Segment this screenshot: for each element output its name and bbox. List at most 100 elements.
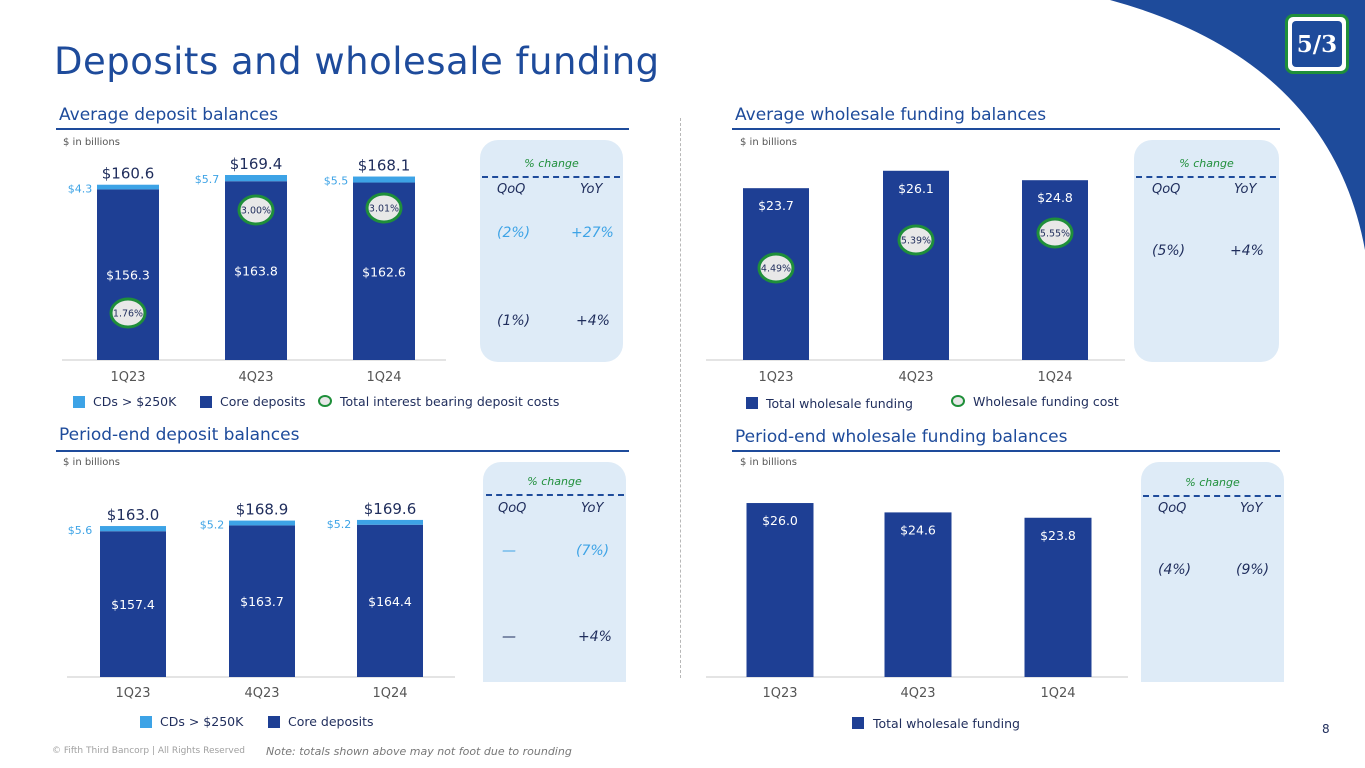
- pe-wholesale-qoq-header: QoQ: [1158, 501, 1187, 516]
- pe-deposit-core-yoy: +4%: [578, 629, 612, 645]
- pe-deposit-qoq-header: QoQ: [498, 501, 527, 516]
- pe-wholesale-yoy-header: YoY: [1240, 501, 1263, 516]
- avg_wholesale-value-label-4Q23: $26.1: [898, 181, 934, 196]
- avg_deposit-cd-label-4Q23: $5.7: [195, 173, 220, 186]
- avg-wholesale-qoq: (5%): [1152, 243, 1186, 259]
- pe-deposit-core-qoq: —: [502, 629, 516, 645]
- avg_deposit-cd-label-1Q23: $4.3: [68, 183, 93, 196]
- pe_deposit-cd-label-1Q24: $5.2: [327, 518, 352, 531]
- pe_deposit-value-label-1Q23: $157.4: [111, 597, 155, 612]
- avg_deposit-cd-label-1Q24: $5.5: [324, 175, 349, 188]
- pe_deposit-value-label-1Q24: $164.4: [368, 594, 412, 609]
- fifth-third-logo: 5/3: [1285, 14, 1349, 74]
- avg_deposit-bar-cd-1Q23: [97, 184, 159, 190]
- pe-deposit-change-panel: [483, 462, 626, 682]
- legend-wholesale-swatch: [746, 397, 758, 409]
- avg_deposit-rate-label-1Q24: 3.01%: [369, 204, 399, 215]
- copyright-text: © Fifth Third Bancorp | All Rights Reser…: [52, 746, 245, 756]
- avg_deposit-value-label-4Q23: $163.8: [234, 264, 278, 279]
- avg-wholesale-yoy-header: YoY: [1234, 182, 1257, 197]
- rounding-note: Note: totals shown above may not foot du…: [266, 745, 572, 758]
- legend-wholesale-rate-swatch: [951, 395, 965, 407]
- avg_deposit-bar-cd-4Q23: [225, 175, 287, 182]
- avg_deposit-total-label-1Q23: $160.6: [102, 165, 155, 183]
- pe_deposit-value-label-4Q23: $163.7: [240, 594, 284, 609]
- pe-deposit-yoy-header: YoY: [581, 501, 604, 516]
- legend-pe-wholesale-swatch: [852, 717, 864, 729]
- pe_wholesale-category-4Q23: 4Q23: [900, 686, 935, 701]
- avg-deposit-title: Average deposit balances: [59, 105, 279, 125]
- avg_wholesale-rate-label-1Q23: 4.49%: [761, 264, 791, 275]
- pe_wholesale-value-label-1Q23: $26.0: [762, 513, 798, 528]
- avg_wholesale-rate-label-1Q24: 5.55%: [1040, 229, 1070, 240]
- avg-wholesale-yoy: +4%: [1230, 243, 1264, 259]
- avg_deposit-rate-marker-1Q23: [109, 297, 147, 329]
- avg_deposit-rate-marker-4Q23: [237, 194, 275, 226]
- avg-deposit-core-qoq: (1%): [497, 313, 531, 329]
- pe_deposit-category-1Q24: 1Q24: [372, 686, 407, 701]
- avg-wholesale-title: Average wholesale funding balances: [735, 105, 1047, 125]
- pe_deposit-cd-label-4Q23: $5.2: [200, 519, 225, 532]
- pe_deposit-bar-cd-4Q23: [229, 520, 295, 526]
- legend-cd-label: CDs > $250K: [93, 394, 177, 409]
- pe-deposit-dash: [486, 494, 624, 496]
- pe-wholesale-change-panel: [1141, 462, 1284, 682]
- legend-pe-core-swatch: [268, 716, 280, 728]
- avg_wholesale-value-label-1Q24: $24.8: [1037, 190, 1073, 205]
- legend-cd-swatch: [73, 396, 85, 408]
- pe_wholesale-category-1Q23: 1Q23: [762, 686, 797, 701]
- pe-wholesale-dash: [1143, 495, 1281, 497]
- pe_deposit-total-label-1Q24: $169.6: [364, 500, 417, 518]
- pe_wholesale-bar-core-1Q23: [746, 503, 814, 677]
- legend-wholesale-rate-label: Wholesale funding cost: [973, 394, 1119, 409]
- legend-pe-core-label: Core deposits: [288, 714, 374, 729]
- avg-deposit-dash: [482, 176, 620, 178]
- pe_deposit-cd-label-1Q23: $5.6: [68, 524, 93, 537]
- avg_deposit-value-label-1Q24: $162.6: [362, 264, 406, 279]
- pe_deposit-bar-core-1Q23: [100, 531, 166, 677]
- pe-wholesale-title: Period-end wholesale funding balances: [735, 427, 1068, 447]
- avg-deposit-qoq-header: QoQ: [497, 182, 526, 197]
- avg_wholesale-rate-label-4Q23: 5.39%: [901, 236, 931, 247]
- page-number: 8: [1322, 722, 1330, 736]
- pe-deposit-unit: $ in billions: [63, 457, 120, 468]
- avg_wholesale-category-1Q24: 1Q24: [1037, 370, 1072, 385]
- avg-deposit-cd-yoy: +27%: [571, 225, 614, 241]
- avg-wholesale-change-label: % change: [1179, 157, 1234, 170]
- legend-core-swatch: [200, 396, 212, 408]
- avg_wholesale-category-4Q23: 4Q23: [898, 370, 933, 385]
- legend-core-label: Core deposits: [220, 394, 306, 409]
- pe_wholesale-bar-core-4Q23: [884, 512, 952, 677]
- pe_deposit-bar-core-4Q23: [229, 525, 295, 677]
- avg-deposit-core-yoy: +4%: [576, 313, 610, 329]
- pe_wholesale-category-1Q24: 1Q24: [1040, 686, 1075, 701]
- avg_deposit-total-label-4Q23: $169.4: [230, 155, 283, 173]
- avg_deposit-value-label-1Q23: $156.3: [106, 268, 150, 283]
- avg_wholesale-bar-core-4Q23: [883, 170, 949, 360]
- avg_deposit-category-4Q23: 4Q23: [238, 370, 273, 385]
- avg_deposit-bar-core-1Q23: [97, 189, 159, 360]
- pe_wholesale-value-label-1Q24: $23.8: [1040, 528, 1076, 543]
- page-title: Deposits and wholesale funding: [54, 40, 660, 83]
- avg_deposit-rate-label-1Q23: 1.76%: [113, 309, 143, 320]
- avg-deposit-change-label: % change: [524, 157, 579, 170]
- pe_deposit-total-label-1Q23: $163.0: [107, 506, 160, 524]
- pe-wholesale-yoy: (9%): [1236, 562, 1270, 578]
- pe_deposit-bar-cd-1Q24: [357, 519, 423, 525]
- legend-wholesale-label: Total wholesale funding: [766, 396, 913, 411]
- avg_wholesale-rate-marker-4Q23: [897, 224, 935, 256]
- avg-wholesale-rule: [732, 128, 1280, 130]
- pe_deposit-category-1Q23: 1Q23: [115, 686, 150, 701]
- avg_wholesale-category-1Q23: 1Q23: [758, 370, 793, 385]
- avg_wholesale-bar-core-1Q24: [1022, 180, 1088, 360]
- avg-deposit-yoy-header: YoY: [580, 182, 603, 197]
- pe-deposit-title: Period-end deposit balances: [59, 425, 300, 445]
- legend-pe-cd-label: CDs > $250K: [160, 714, 244, 729]
- pe-deposit-rule: [56, 450, 629, 452]
- pe-wholesale-unit: $ in billions: [740, 457, 797, 468]
- avg_wholesale-rate-marker-1Q23: [757, 252, 795, 284]
- avg_wholesale-rate-marker-1Q24: [1036, 217, 1074, 249]
- pe_deposit-category-4Q23: 4Q23: [244, 686, 279, 701]
